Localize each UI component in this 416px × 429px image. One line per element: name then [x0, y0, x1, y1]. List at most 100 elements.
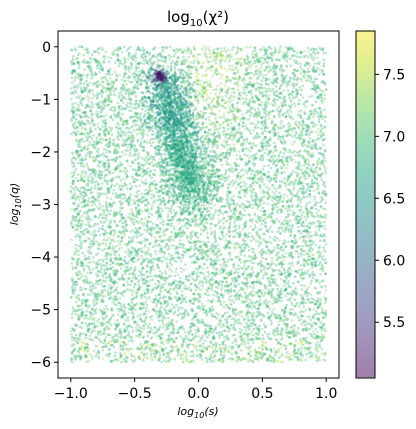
scatter-point — [259, 350, 263, 353]
scatter-point — [201, 230, 205, 233]
scatter-point — [206, 290, 209, 293]
scatter-point — [218, 64, 221, 68]
scatter-point — [137, 221, 140, 224]
scatter-point — [151, 141, 155, 144]
scatter-point — [104, 254, 107, 257]
scatter-point — [203, 45, 207, 49]
scatter-point — [104, 113, 108, 117]
scatter-point — [273, 173, 276, 177]
scatter-point — [317, 257, 320, 260]
scatter-point — [107, 190, 110, 193]
scatter-point — [292, 350, 296, 353]
scatter-point — [263, 291, 267, 294]
scatter-point — [221, 57, 224, 60]
scatter-point — [292, 188, 295, 191]
scatter-point — [217, 96, 220, 100]
scatter-point — [109, 343, 112, 347]
scatter-point — [95, 205, 98, 208]
scatter-point — [264, 341, 267, 344]
scatter-point — [195, 56, 199, 60]
scatter-point — [257, 171, 260, 174]
scatter-point — [226, 186, 230, 189]
scatter-point — [159, 286, 163, 290]
scatter-point — [283, 311, 286, 315]
scatter-point — [168, 289, 171, 292]
scatter-point — [226, 69, 229, 73]
scatter-point — [241, 315, 244, 319]
scatter-point — [321, 315, 325, 319]
scatter-point — [212, 250, 216, 253]
scatter-point — [105, 342, 108, 346]
scatter-point — [120, 305, 123, 309]
scatter-point — [289, 285, 293, 289]
scatter-point — [303, 149, 306, 153]
scatter-point — [123, 76, 126, 79]
scatter-point — [159, 345, 162, 349]
scatter-point — [212, 51, 216, 55]
scatter-point — [180, 289, 184, 293]
scatter-point — [172, 55, 176, 58]
scatter-point — [231, 178, 235, 182]
scatter-point — [306, 49, 310, 53]
scatter-point — [175, 267, 178, 271]
scatter-point — [245, 57, 249, 61]
scatter-point — [156, 212, 160, 216]
scatter-point — [300, 67, 304, 71]
scatter-point — [242, 301, 246, 304]
scatter-point — [121, 184, 124, 187]
scatter-point — [189, 288, 193, 292]
scatter-point — [311, 152, 315, 155]
scatter-point — [302, 238, 306, 241]
scatter-point — [159, 126, 162, 129]
scatter-point — [224, 117, 227, 121]
scatter-point — [211, 64, 214, 67]
scatter-point — [231, 87, 234, 91]
scatter-point — [98, 192, 102, 195]
scatter-point — [189, 94, 193, 98]
scatter-point — [259, 237, 262, 240]
scatter-point — [195, 168, 199, 171]
scatter-point — [236, 358, 240, 362]
scatter-point — [195, 218, 198, 222]
scatter-point — [109, 137, 112, 140]
scatter-point — [146, 357, 149, 360]
scatter-point — [319, 298, 323, 301]
scatter-point — [324, 309, 328, 313]
scatter-point — [163, 187, 167, 190]
scatter-point — [144, 309, 148, 313]
scatter-point — [206, 94, 209, 98]
scatter-point — [222, 352, 226, 355]
scatter-point — [251, 146, 254, 150]
scatter-point — [261, 346, 264, 350]
scatter-point — [314, 287, 318, 291]
scatter-point — [303, 292, 306, 296]
scatter-point — [237, 255, 240, 258]
scatter-point — [242, 260, 246, 263]
scatter-point — [151, 358, 154, 362]
scatter-point — [87, 96, 91, 99]
scatter-point — [205, 258, 208, 262]
scatter-point — [308, 239, 312, 242]
scatter-point — [278, 92, 282, 95]
scatter-point — [260, 340, 264, 343]
scatter-point — [222, 48, 226, 52]
scatter-point — [288, 47, 292, 51]
scatter-point — [264, 78, 268, 82]
scatter-point — [227, 110, 230, 114]
scatter-point — [195, 67, 198, 71]
scatter-point — [317, 250, 320, 253]
scatter-point — [118, 243, 122, 246]
scatter-point — [209, 355, 213, 359]
scatter-point — [261, 343, 264, 347]
scatter-point — [324, 258, 328, 261]
scatter-point — [240, 310, 244, 313]
scatter-point — [213, 72, 216, 75]
scatter-point — [298, 236, 302, 240]
scatter-point — [173, 259, 176, 263]
scatter-point — [172, 75, 175, 79]
scatter-point — [259, 319, 263, 322]
scatter-point — [217, 313, 220, 317]
scatter-point — [194, 246, 198, 250]
scatter-point — [237, 110, 240, 113]
scatter-point — [207, 83, 211, 86]
